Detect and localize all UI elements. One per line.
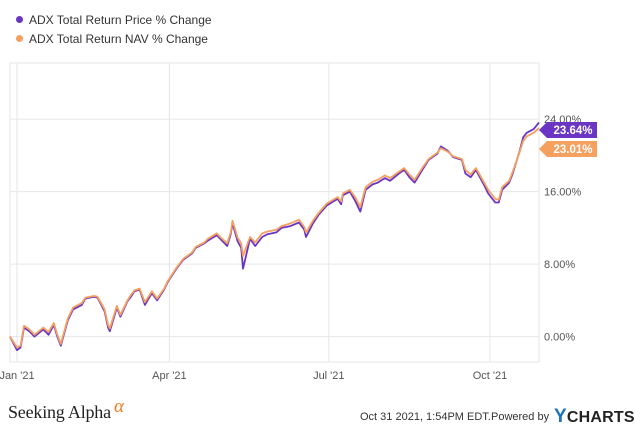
series-price-line[interactable] (9, 121, 540, 352)
x-tick-label: Apr '21 (152, 370, 187, 382)
alpha-logo-mark: α (114, 396, 124, 417)
x-axis-ticks: Jan '21 Apr '21 Jul '21 Oct '21 (0, 370, 507, 382)
x-tick-label: Jan '21 (0, 370, 35, 382)
end-label-price-text: 23.64% (553, 125, 592, 137)
series-nav-line[interactable] (9, 127, 540, 349)
legend-item-nav[interactable]: ADX Total Return NAV % Change (16, 29, 212, 48)
plot-border (9, 62, 540, 363)
end-label-nav-text: 23.01% (553, 144, 592, 156)
powered-by-text: Powered by (491, 411, 550, 423)
y-tick-label: 16.00% (544, 187, 582, 199)
legend-label-nav: ADX Total Return NAV % Change (29, 31, 208, 46)
series-layer (9, 121, 540, 352)
legend-dot-price (16, 16, 23, 23)
legend-dot-nav (16, 35, 23, 42)
line-chart: 0.00%8.00%16.00%24.00% Jan '21 Apr '21 Jul… (0, 62, 597, 382)
seeking-alpha-logo[interactable]: Seeking Alpha (8, 402, 111, 422)
end-label-nav-box (539, 141, 597, 157)
legend: ADX Total Return Price % Change ADX Tota… (16, 10, 212, 48)
timestamp: Oct 31 2021, 1:54PM EDT. (360, 411, 491, 423)
legend-item-price[interactable]: ADX Total Return Price % Change (16, 10, 212, 29)
ycharts-logo-y: Y (554, 406, 567, 427)
x-tick-label: Jul '21 (313, 370, 344, 382)
end-label-price: 23.64% (539, 122, 597, 138)
end-label-nav: 23.01% (539, 141, 597, 157)
y-tick-label: 8.00% (544, 259, 575, 271)
x-tick-label: Oct '21 (473, 370, 508, 382)
ycharts-logo-text: CHARTS (566, 409, 635, 426)
grid (9, 62, 540, 363)
end-labels: 23.64% 23.01% (539, 122, 597, 157)
y-tick-label: 0.00% (544, 332, 575, 344)
end-label-price-box (539, 122, 597, 138)
legend-label-price: ADX Total Return Price % Change (29, 12, 212, 27)
ycharts-logo[interactable]: YCHARTS (554, 406, 635, 428)
footer: Seeking Alpha α Oct 31 2021, 1:54PM EDT.… (0, 395, 635, 433)
